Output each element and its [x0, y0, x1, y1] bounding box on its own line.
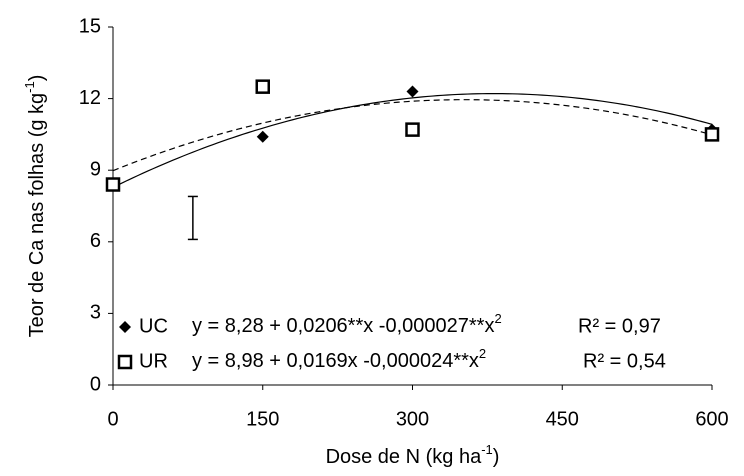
- y-tick-label: 15: [79, 15, 101, 37]
- y-axis-label-end: ): [26, 75, 48, 82]
- y-tick-label: 12: [79, 87, 101, 109]
- r-squared: R² = 0,97: [578, 315, 661, 337]
- point: [255, 79, 270, 94]
- x-tick-label: 300: [396, 408, 429, 430]
- legend-label: UR: [139, 350, 168, 372]
- y-axis-label-text: Teor de Ca nas folhas (g kg: [26, 93, 48, 338]
- fit-curve: [112, 99, 713, 172]
- x-tick-label: 600: [695, 408, 728, 430]
- point: [405, 122, 420, 137]
- x-axis-label-sup: -1: [481, 442, 493, 457]
- x-axis-label: Dose de N (kg ha-1): [326, 442, 500, 468]
- equation-sup: 2: [494, 311, 501, 326]
- legend-marker: [119, 321, 131, 333]
- y-axis-label-sup: -1: [22, 81, 37, 93]
- y-tick-label: 6: [90, 230, 101, 252]
- legend-label: UC: [139, 315, 168, 337]
- y-tick-label: 3: [90, 302, 101, 324]
- legend-marker: [117, 354, 133, 370]
- y-tick-label: 9: [90, 158, 101, 180]
- x-axis-label-end: ): [493, 446, 500, 468]
- equation-sup: 2: [479, 346, 486, 361]
- equation-text: y = 8,28 + 0,0206**x -0,000027**x: [192, 315, 494, 337]
- equation: y = 8,98 + 0,0169x -0,000024**x2: [192, 346, 486, 372]
- point: [406, 85, 419, 98]
- point: [704, 127, 720, 142]
- y-axis-label: Teor de Ca nas folhas (g kg-1): [22, 75, 48, 338]
- x-tick-label: 150: [246, 408, 279, 430]
- point: [256, 130, 269, 143]
- r-squared: R² = 0,54: [583, 350, 666, 372]
- point: [105, 177, 121, 192]
- x-tick-label: 0: [107, 408, 118, 430]
- equation: y = 8,28 + 0,0206**x -0,000027**x2: [192, 311, 502, 337]
- y-tick-label: 0: [90, 373, 101, 395]
- x-axis-label-text: Dose de N (kg ha: [326, 446, 483, 468]
- fit-curve: [112, 93, 713, 188]
- x-tick-label: 450: [546, 408, 579, 430]
- equation-text: y = 8,98 + 0,0169x -0,000024**x: [192, 350, 479, 372]
